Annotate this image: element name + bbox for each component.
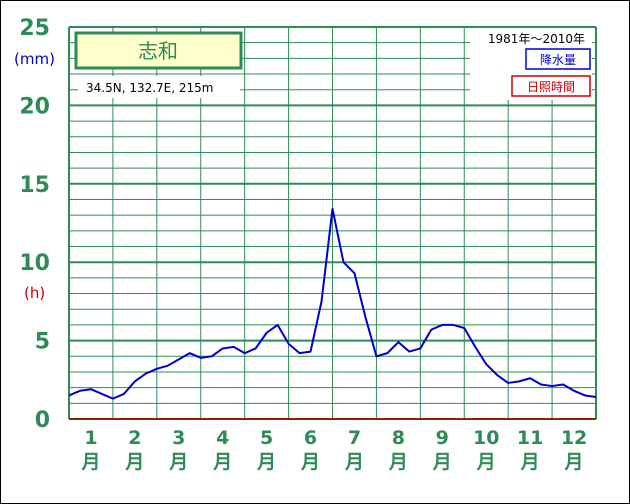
y-tick-label: 5 xyxy=(35,330,50,355)
month-unit-label: 月 xyxy=(344,451,364,473)
month-number-label: 10 xyxy=(473,427,499,449)
legend-sun-box xyxy=(511,75,591,97)
legend-sun: 日照時間 xyxy=(527,80,575,94)
legend-rain: 降水量 xyxy=(540,53,576,67)
month-number-label: 12 xyxy=(561,427,587,449)
month-number-label: 1 xyxy=(84,427,97,449)
unit-left: (mm) xyxy=(14,50,55,68)
month-unit-label: 月 xyxy=(300,451,320,473)
month-number-label: 6 xyxy=(304,427,317,449)
y-tick-label: 25 xyxy=(19,16,50,41)
month-unit-label: 月 xyxy=(388,451,408,473)
month-unit-label: 月 xyxy=(520,451,540,473)
month-unit-label: 月 xyxy=(256,451,276,473)
period-text: 1981年〜2010年 xyxy=(488,32,585,46)
grid xyxy=(68,26,597,420)
location-bg xyxy=(78,76,240,98)
y-tick-label: 0 xyxy=(35,408,50,433)
month-number-label: 9 xyxy=(436,427,449,449)
month-unit-label: 月 xyxy=(124,451,144,473)
month-number-label: 5 xyxy=(260,427,273,449)
series-line-precipitation xyxy=(68,207,597,400)
month-unit-label: 月 xyxy=(212,451,232,473)
month-number-label: 11 xyxy=(517,427,543,449)
y-tick-label: 10 xyxy=(19,251,50,276)
month-unit-label: 月 xyxy=(168,451,188,473)
month-number-label: 7 xyxy=(348,427,361,449)
month-number-label: 3 xyxy=(172,427,185,449)
month-unit-label: 月 xyxy=(476,451,496,473)
month-number-label: 4 xyxy=(216,427,229,449)
unit-right: (h) xyxy=(24,284,45,302)
legend-rain-box xyxy=(525,48,591,70)
month-unit-label: 月 xyxy=(432,451,452,473)
month-unit-label: 月 xyxy=(564,451,584,473)
station-name: 志和 xyxy=(138,39,178,63)
y-tick-label: 15 xyxy=(19,173,50,198)
month-unit-label: 月 xyxy=(80,451,100,473)
series xyxy=(68,207,597,400)
month-number-label: 2 xyxy=(128,427,141,449)
y-tick-labels: 0 5 10 15 20 25 xyxy=(19,16,50,433)
y-tick-label: 20 xyxy=(19,94,50,119)
station-box xyxy=(74,31,243,70)
month-number-label: 8 xyxy=(392,427,405,449)
location-text: 34.5N, 132.7E, 215m xyxy=(86,81,213,95)
